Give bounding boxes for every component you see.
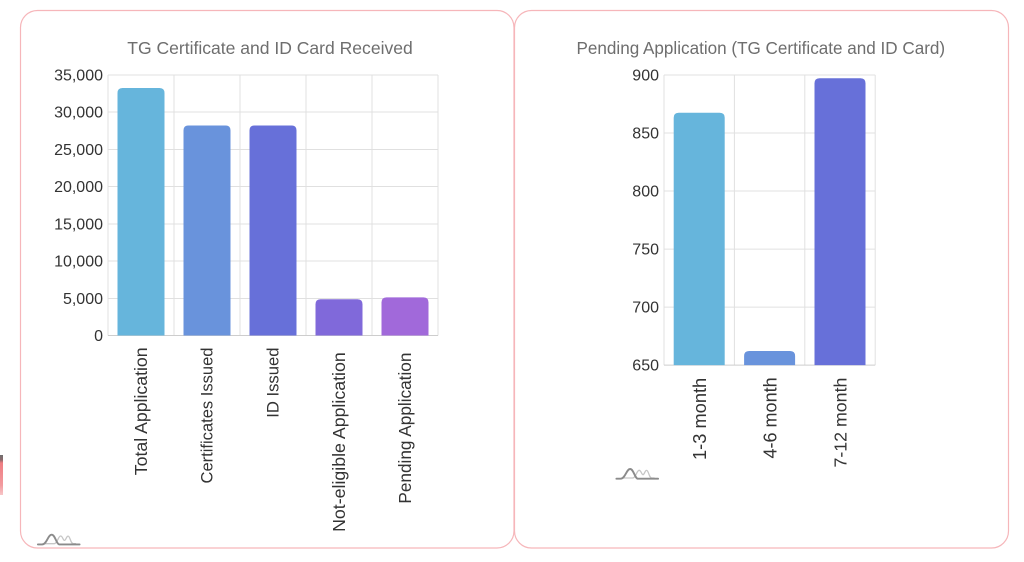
svg-text:900: 900: [632, 68, 659, 85]
svg-text:20,000: 20,000: [54, 179, 103, 196]
svg-text:1-3 month: 1-3 month: [689, 378, 710, 460]
svg-text:800: 800: [632, 184, 659, 201]
svg-text:15,000: 15,000: [54, 217, 103, 234]
svg-text:ID Issued: ID Issued: [264, 348, 283, 418]
svg-text:Not-eligible Application: Not-eligible Application: [329, 352, 349, 532]
svg-text:10,000: 10,000: [54, 254, 103, 271]
svg-text:650: 650: [632, 358, 659, 375]
svg-text:850: 850: [632, 126, 659, 143]
svg-text:5,000: 5,000: [63, 291, 103, 308]
svg-text:750: 750: [632, 242, 659, 259]
svg-text:30,000: 30,000: [54, 105, 103, 122]
svg-text:TG Certificate and ID Card Rec: TG Certificate and ID Card Received: [127, 38, 412, 58]
svg-text:Pending Application: Pending Application: [395, 353, 415, 504]
svg-text:Total Application: Total Application: [131, 347, 151, 475]
svg-text:7-12 month: 7-12 month: [831, 378, 851, 468]
svg-text:0: 0: [94, 328, 103, 345]
svg-text:25,000: 25,000: [54, 142, 103, 159]
svg-text:4-6 month: 4-6 month: [760, 377, 780, 458]
svg-text:Pending Application (TG Certif: Pending Application (TG Certificate and …: [576, 39, 945, 58]
svg-text:Certificates Issued: Certificates Issued: [198, 348, 217, 484]
svg-text:35,000: 35,000: [54, 68, 103, 85]
svg-text:700: 700: [632, 300, 659, 317]
